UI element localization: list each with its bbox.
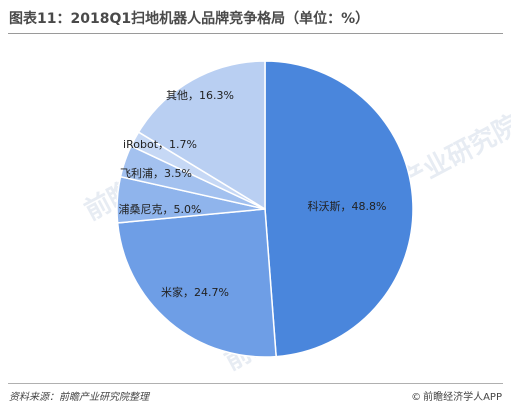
copyright-icon: ©	[411, 392, 422, 403]
chart-title: 图表11：2018Q1扫地机器人品牌竞争格局（单位：%）	[9, 11, 370, 27]
slice-label-5: iRobot，1.7%	[123, 138, 197, 151]
brand-name: 前瞻经济学人APP	[423, 392, 502, 403]
pie-slice-6	[137, 60, 266, 211]
source-note: 资料来源：前瞻产业研究院整理	[9, 392, 149, 403]
slice-label-1: 科沃斯，48.8%	[308, 199, 387, 213]
pie-slice-2	[116, 208, 277, 358]
slice-label-2: 米家，24.7%	[161, 285, 229, 299]
slice-label-4: 飞利浦，3.5%	[120, 167, 192, 180]
slice-label-6: 其他，16.3%	[166, 89, 234, 102]
pie-slice-1	[264, 60, 414, 358]
brand-credit: © 前瞻经济学人APP	[411, 388, 502, 403]
title-divider	[8, 33, 503, 34]
slice-label-3: 浦桑尼克，5.0%	[119, 203, 202, 216]
footer-divider	[8, 383, 503, 384]
